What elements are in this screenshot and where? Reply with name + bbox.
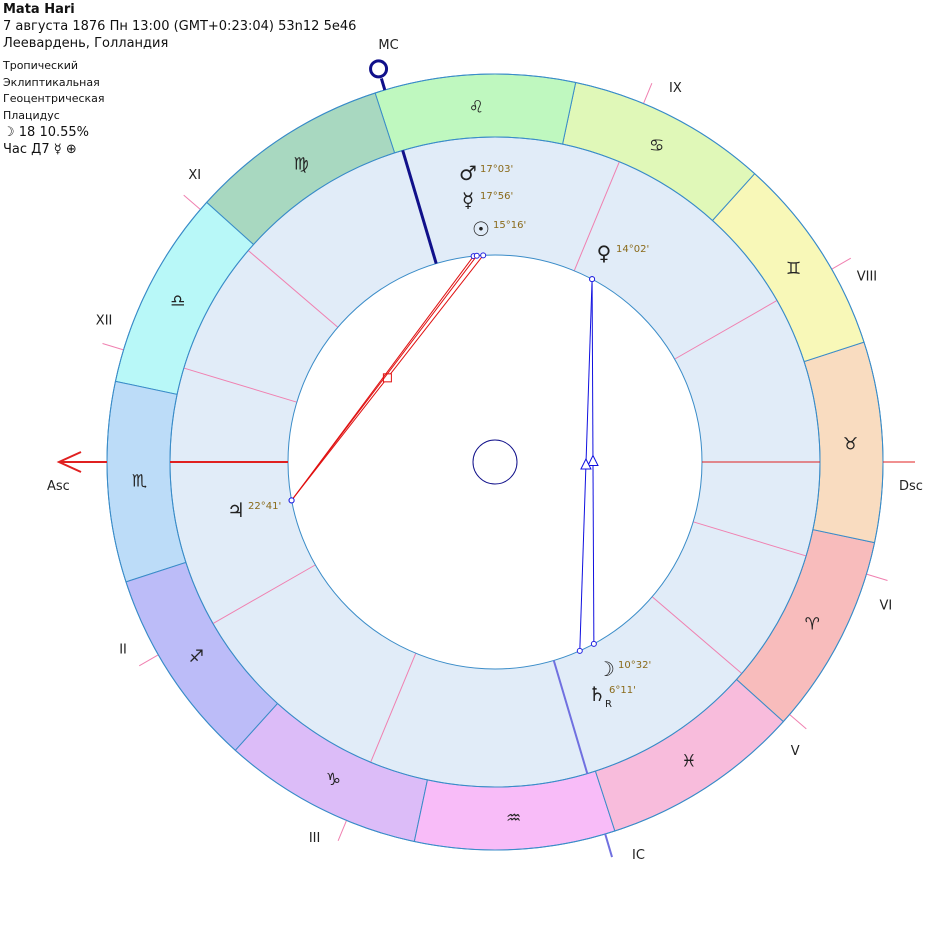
house-cusp-line — [370, 653, 417, 763]
virgo-glyph-icon: ♍︎ — [293, 154, 308, 174]
aspect-endpoint — [589, 276, 596, 283]
house-cusp-line — [674, 300, 778, 360]
aspect-endpoint — [473, 252, 480, 259]
ascendant-arrow-icon — [56, 451, 82, 473]
saturn-glyph-icon: ♄︎ — [588, 682, 606, 706]
house-label: XII — [96, 314, 113, 329]
ic-label: IC — [632, 848, 645, 863]
birth-place: Леевардень, Голландия — [3, 36, 169, 51]
aries-glyph-icon: ♈︎ — [805, 615, 820, 635]
house-label: II — [119, 642, 127, 657]
retrograde-marker: R — [605, 699, 612, 710]
house-label: VI — [880, 598, 893, 613]
planet-degree-label: 14°02' — [616, 244, 649, 255]
imum-coeli-outer-line — [604, 833, 613, 858]
house-cusp-line — [693, 521, 807, 557]
center-type: Геоцентрическая — [3, 92, 105, 105]
planet-degree-label: 17°56' — [480, 191, 513, 202]
jupiter-glyph-icon: ♃︎ — [227, 498, 245, 522]
midheaven-outer-line — [379, 78, 387, 91]
moon-phase: ☽ 18 10.55% — [3, 125, 90, 140]
aquarius-glyph-icon: ♒︎ — [506, 809, 521, 829]
trine-aspect-icon — [587, 454, 599, 467]
mars-glyph-icon: ♂︎ — [459, 161, 477, 185]
aspect-endpoint — [576, 647, 583, 654]
house-cusp-tick — [643, 83, 653, 104]
moon-glyph-icon: ☽︎ — [597, 657, 615, 681]
mercury-glyph-icon: ☿︎ — [462, 188, 474, 212]
inner-ring — [287, 254, 703, 670]
midheaven-marker-icon — [369, 59, 389, 79]
house-cusp-line — [573, 161, 620, 271]
planet-degree-label: 10°32' — [618, 660, 651, 671]
house-label: XI — [188, 168, 201, 183]
coordinate-system: Эклиптикальная — [3, 75, 100, 89]
sagittarius-glyph-icon: ♐︎ — [189, 647, 204, 667]
venus-glyph-icon: ♀︎ — [597, 241, 612, 265]
birth-datetime: 7 августа 1876 Пн 13:00 (GMT+0:23:04) 53… — [3, 19, 357, 34]
house-cusp-line — [183, 367, 297, 403]
house-cusp-tick — [831, 257, 852, 270]
taurus-glyph-icon: ♉︎ — [843, 434, 858, 454]
asc-label: Asc — [47, 479, 70, 494]
house-label: V — [791, 744, 800, 759]
aspect-endpoint — [480, 252, 487, 259]
house-cusp-line — [212, 564, 316, 624]
house-cusp-tick — [789, 714, 807, 730]
planet-degree-label: 6°11' — [609, 685, 636, 696]
mc-label: MC — [378, 38, 398, 53]
libra-glyph-icon: ♎︎ — [170, 291, 185, 311]
house-cusp-line — [247, 250, 339, 328]
zodiac-type: Тропический — [3, 59, 79, 72]
house-cusp-tick — [102, 343, 124, 351]
aspect-line-square — [291, 255, 478, 501]
midheaven-line — [401, 149, 438, 264]
chart-header: Mata Hari 7 августа 1876 Пн 13:00 (GMT+0… — [3, 2, 356, 158]
sun-glyph-icon: ☉︎ — [472, 217, 490, 241]
trine-aspect-icon — [580, 457, 592, 470]
house-label: VIII — [857, 270, 877, 285]
planet-degree-label: 22°41' — [248, 501, 281, 512]
house-cusp-tick — [337, 820, 347, 841]
gemini-glyph-icon: ♊︎ — [786, 259, 801, 279]
planetary-hour: Час Д7 ☿ ⊕ — [3, 142, 77, 157]
pisces-glyph-icon: ♓︎ — [681, 752, 696, 772]
leo-glyph-icon: ♌︎ — [469, 97, 484, 117]
imum-coeli-line — [552, 660, 589, 774]
dsc-label: Dsc — [899, 479, 923, 494]
aspect-endpoint — [590, 640, 597, 647]
scorpio-glyph-icon: ♏︎ — [132, 472, 147, 492]
house-cusp-tick — [138, 654, 159, 667]
house-system: Плацидус — [3, 108, 60, 122]
capricorn-glyph-icon: ♑︎ — [326, 770, 341, 790]
planet-degree-label: 15°16' — [493, 220, 526, 231]
cancer-glyph-icon: ♋︎ — [649, 136, 664, 156]
house-cusp-tick — [866, 573, 888, 581]
center-circle — [472, 439, 518, 485]
person-name: Mata Hari — [3, 2, 75, 17]
house-cusp-line — [651, 596, 743, 674]
planet-degree-label: 17°03' — [480, 164, 513, 175]
house-label: III — [309, 831, 321, 846]
house-label: IX — [669, 81, 682, 96]
aspect-endpoint — [288, 497, 295, 504]
house-cusp-tick — [183, 194, 201, 210]
